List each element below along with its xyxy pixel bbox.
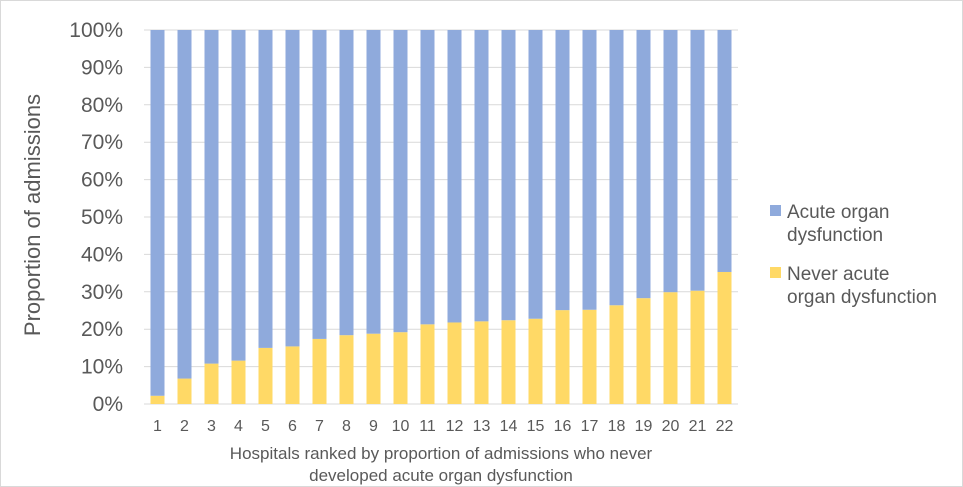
x-tick-label: 5 xyxy=(261,418,270,435)
y-tick-label: 70% xyxy=(81,131,123,154)
x-tick-label: 10 xyxy=(392,418,410,435)
bar-never-acute-7 xyxy=(312,338,327,404)
bar-acute-3 xyxy=(204,30,219,364)
bar-acute-11 xyxy=(420,30,435,325)
y-tick-label: 0% xyxy=(93,393,123,416)
legend-label: organ dysfunction xyxy=(787,287,937,308)
x-tick-label: 18 xyxy=(608,418,626,435)
y-tick-label: 40% xyxy=(81,243,123,266)
legend-label: Acute organ xyxy=(787,202,889,223)
bar-never-acute-13 xyxy=(474,321,489,404)
bar-never-acute-3 xyxy=(204,363,219,404)
bar-acute-21 xyxy=(690,30,705,291)
bar-acute-7 xyxy=(312,30,327,339)
x-tick-label: 22 xyxy=(716,418,734,435)
bar-never-acute-12 xyxy=(447,322,462,404)
x-tick-label: 7 xyxy=(315,418,324,435)
bar-acute-6 xyxy=(285,30,300,347)
x-tick-label: 12 xyxy=(446,418,464,435)
bar-never-acute-11 xyxy=(420,324,435,404)
bar-never-acute-5 xyxy=(258,347,273,404)
bar-never-acute-16 xyxy=(555,310,570,404)
bar-never-acute-22 xyxy=(717,271,732,404)
bar-never-acute-17 xyxy=(582,309,597,404)
bar-acute-1 xyxy=(150,30,165,396)
bar-never-acute-10 xyxy=(393,332,408,404)
bar-never-acute-14 xyxy=(501,320,516,404)
x-tick-label: 17 xyxy=(581,418,599,435)
y-tick-label: 100% xyxy=(69,19,123,42)
x-tick-label: 21 xyxy=(689,418,707,435)
bar-never-acute-2 xyxy=(177,378,192,404)
x-tick-label: 11 xyxy=(419,418,436,435)
bar-never-acute-18 xyxy=(609,305,624,404)
x-axis-tick-labels: 1 2 3 4 5 6 7 8 9 10 11 12 13 14 15 16 17 18 19 20 21 22 xyxy=(153,418,733,435)
y-tick-label: 30% xyxy=(81,281,123,304)
y-tick-label: 60% xyxy=(81,169,123,192)
bar-acute-15 xyxy=(528,30,543,319)
bar-never-acute-6 xyxy=(285,346,300,404)
legend-label: Never acute xyxy=(787,264,889,285)
bar-acute-4 xyxy=(231,30,246,361)
legend-label: dysfunction xyxy=(787,225,883,246)
x-tick-label: 3 xyxy=(207,418,216,435)
bar-never-acute-15 xyxy=(528,318,543,404)
bar-acute-16 xyxy=(555,30,570,311)
x-tick-label: 4 xyxy=(234,418,243,435)
bar-acute-19 xyxy=(636,30,651,299)
bar-acute-5 xyxy=(258,30,273,348)
bar-never-acute-21 xyxy=(690,290,705,404)
legend-swatch xyxy=(770,205,781,216)
x-tick-label: 14 xyxy=(500,418,518,435)
bar-acute-22 xyxy=(717,30,732,272)
bar-never-acute-4 xyxy=(231,360,246,404)
x-tick-label: 19 xyxy=(635,418,653,435)
x-tick-label: 13 xyxy=(473,418,491,435)
bar-acute-10 xyxy=(393,30,408,333)
bar-never-acute-1 xyxy=(150,395,165,404)
y-tick-label: 90% xyxy=(81,56,123,79)
bar-never-acute-9 xyxy=(366,333,381,404)
bar-acute-17 xyxy=(582,30,597,310)
x-axis-title-line: Hospitals ranked by proportion of admiss… xyxy=(230,444,653,463)
bar-acute-12 xyxy=(447,30,462,323)
bar-acute-20 xyxy=(663,30,678,293)
bar-never-acute-20 xyxy=(663,292,678,404)
x-tick-label: 1 xyxy=(153,418,162,435)
bars xyxy=(150,30,732,404)
bar-acute-18 xyxy=(609,30,624,306)
x-tick-label: 8 xyxy=(342,418,351,435)
x-tick-label: 2 xyxy=(180,418,189,435)
legend-swatch xyxy=(770,267,781,278)
bar-acute-2 xyxy=(177,30,192,379)
y-tick-label: 20% xyxy=(81,318,123,341)
bar-never-acute-8 xyxy=(339,335,354,404)
y-tick-label: 80% xyxy=(81,94,123,117)
x-tick-label: 15 xyxy=(527,418,545,435)
bar-acute-8 xyxy=(339,30,354,336)
bar-acute-13 xyxy=(474,30,489,322)
x-tick-label: 6 xyxy=(288,418,297,435)
bar-acute-14 xyxy=(501,30,516,321)
y-tick-label: 50% xyxy=(81,206,123,229)
x-axis-title-line: developed acute organ dysfunction xyxy=(309,466,573,485)
y-axis-title: Proportion of admissions xyxy=(20,94,45,336)
bar-acute-9 xyxy=(366,30,381,334)
bar-never-acute-19 xyxy=(636,298,651,404)
y-axis-tick-labels: 0% 10% 20% 30% 40% 50% 60% 70% 80% 90% 100% xyxy=(69,19,123,416)
y-tick-label: 10% xyxy=(81,356,123,379)
x-tick-label: 9 xyxy=(369,418,378,435)
x-tick-label: 16 xyxy=(554,418,572,435)
x-tick-label: 20 xyxy=(662,418,680,435)
